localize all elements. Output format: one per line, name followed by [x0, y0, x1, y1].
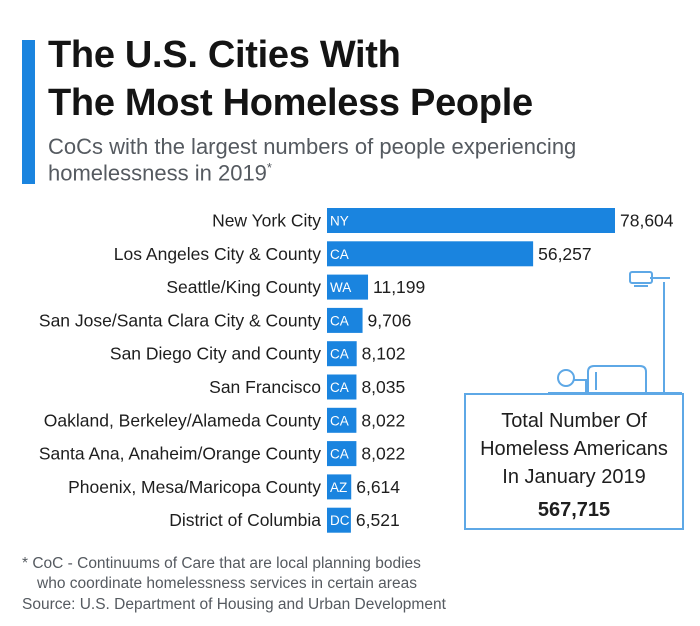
- chart-title-line-2: The Most Homeless People: [48, 82, 533, 124]
- state-label: CA: [330, 247, 349, 262]
- category-label: Santa Ana, Anaheim/Orange County: [39, 444, 321, 464]
- value-label: 9,706: [368, 310, 412, 330]
- chart-subtitle-line-2: homelessness in 2019*: [48, 160, 272, 186]
- bar: [327, 208, 615, 233]
- footnote-line-1: * CoC - Continuums of Care that are loca…: [22, 555, 421, 572]
- chart-subtitle-text: homelessness in 2019: [48, 160, 267, 186]
- category-label: New York City: [212, 211, 321, 231]
- value-label: 6,521: [356, 510, 400, 530]
- footnote-line-2: who coordinate homelessness services in …: [37, 575, 417, 592]
- category-label: District of Columbia: [169, 510, 321, 530]
- value-label: 8,035: [361, 377, 405, 397]
- value-label: 11,199: [373, 277, 425, 297]
- footnote-mark: *: [266, 160, 272, 175]
- bar: [327, 341, 357, 367]
- total-homeless-box: Total Number Of Homeless Americans In Ja…: [464, 393, 684, 530]
- value-label: 56,257: [538, 244, 592, 264]
- category-label: San Francisco: [209, 377, 321, 397]
- state-label: NY: [330, 214, 349, 229]
- bar: [327, 307, 363, 333]
- category-label: Oakland, Berkeley/Alameda County: [44, 410, 321, 430]
- state-label: CA: [330, 447, 349, 462]
- category-label: San Jose/Santa Clara City & County: [39, 310, 321, 330]
- value-label: 78,604: [620, 211, 674, 231]
- total-homeless-label: Total Number Of Homeless Americans In Ja…: [480, 410, 668, 488]
- total-homeless-value: 567,715: [537, 499, 611, 521]
- value-label: 8,022: [361, 444, 405, 464]
- bar: [327, 474, 352, 500]
- bar: [327, 507, 351, 533]
- value-label: 8,102: [362, 344, 406, 364]
- value-label: 8,022: [361, 410, 405, 430]
- category-label: Seattle/King County: [166, 277, 321, 297]
- state-label: CA: [330, 413, 349, 428]
- source-note: Source: U.S. Department of Housing and U…: [22, 596, 446, 613]
- state-label: DC: [330, 513, 350, 528]
- value-label: 6,614: [356, 477, 400, 497]
- state-label: AZ: [330, 480, 347, 495]
- state-label: CA: [330, 347, 349, 362]
- chart-title-line-1: The U.S. Cities With: [48, 34, 401, 76]
- category-label: Phoenix, Mesa/Maricopa County: [68, 477, 321, 497]
- category-label: San Diego City and County: [110, 344, 321, 364]
- bar: [327, 407, 357, 433]
- chart-subtitle-line-1: CoCs with the largest numbers of people …: [48, 134, 577, 159]
- title-accent-bar: [22, 40, 35, 184]
- bar: [327, 274, 369, 300]
- bar: [327, 241, 534, 267]
- category-label: Los Angeles City & County: [114, 244, 321, 264]
- state-label: CA: [330, 380, 349, 395]
- bar: [327, 441, 357, 467]
- bar: [327, 374, 357, 400]
- state-label: CA: [330, 313, 349, 328]
- state-label: WA: [330, 280, 351, 295]
